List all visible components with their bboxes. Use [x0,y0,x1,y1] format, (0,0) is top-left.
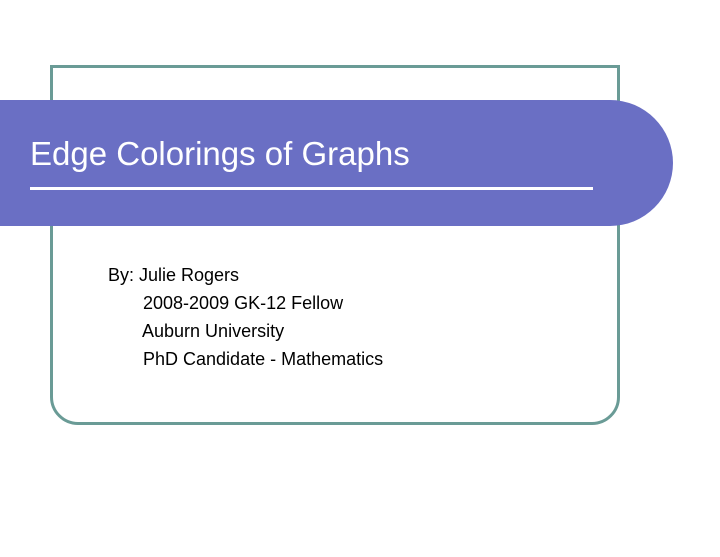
slide-title: Edge Colorings of Graphs [30,136,603,172]
author-info: By: Julie Rogers 2008-2009 GK-12 Fellow … [108,262,383,374]
info-line-0: By: Julie Rogers [108,262,383,290]
info-line-3: PhD Candidate - Mathematics [108,346,383,374]
info-line-2: Auburn University [108,318,383,346]
info-line-1: 2008-2009 GK-12 Fellow [108,290,383,318]
title-underline [30,187,593,190]
title-banner: Edge Colorings of Graphs [0,100,673,226]
